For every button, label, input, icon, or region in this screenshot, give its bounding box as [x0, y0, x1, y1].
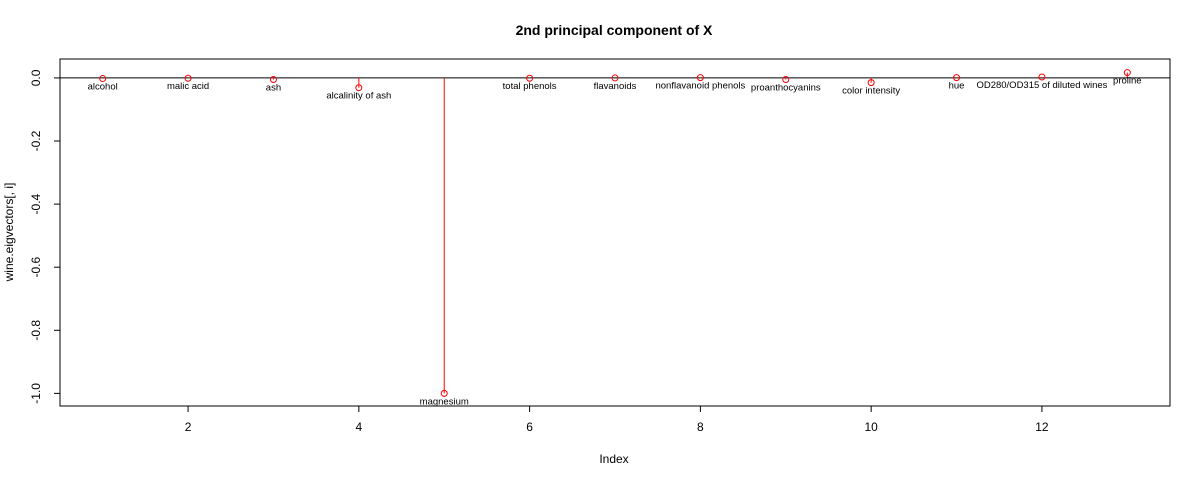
y-tick-label: -0.6 — [29, 257, 43, 278]
point-label: proanthocyanins — [751, 83, 821, 94]
data-point — [867, 79, 875, 87]
data-point — [953, 74, 961, 82]
point-label: magnesium — [420, 396, 469, 407]
data-point — [184, 74, 192, 82]
point-label: total phenols — [503, 81, 557, 92]
point-label: alcohol — [88, 82, 118, 93]
y-tick-label: -1.0 — [29, 383, 43, 404]
data-point — [1038, 73, 1046, 81]
y-tick-label: 0.0 — [29, 69, 43, 86]
plot-frame — [59, 58, 1171, 407]
data-point — [611, 74, 619, 82]
point-label: color intensity — [842, 86, 900, 97]
point-label: hue — [949, 81, 965, 92]
x-axis-label: Index — [599, 452, 628, 466]
data-point — [1123, 69, 1131, 77]
x-tick-label: 6 — [526, 420, 533, 434]
data-point — [782, 76, 790, 84]
point-label: ash — [266, 83, 281, 94]
x-tick-label: 10 — [864, 420, 878, 434]
data-point — [269, 76, 277, 84]
y-tick-label: -0.4 — [29, 193, 43, 214]
y-tick-label: -0.2 — [29, 130, 43, 151]
chart-title: 2nd principal component of X — [516, 22, 713, 38]
data-point — [526, 74, 534, 82]
point-label: malic acid — [167, 81, 209, 92]
data-point — [440, 389, 448, 397]
x-tick-label: 4 — [356, 420, 363, 434]
y-axis-label: wine.eigvectors[, i] — [2, 183, 16, 283]
point-label: OD280/OD315 of diluted wines — [976, 80, 1107, 91]
point-label: flavanoids — [594, 81, 637, 92]
x-tick-label: 2 — [185, 420, 192, 434]
point-label: proline — [1113, 76, 1142, 87]
y-tick-label: -0.8 — [29, 320, 43, 341]
axes-layer: 2 4 6 8 10 12 0.0 -0.2 -0.4 -0.6 -0.8 -1.0 — [29, 69, 1049, 434]
marks-layer: alcohol malic acid ash alcalinity of ash mag… — [60, 69, 1170, 407]
x-tick-label: 8 — [697, 420, 704, 434]
data-point — [696, 74, 704, 82]
data-point — [99, 75, 107, 83]
point-label: alcalinity of ash — [326, 91, 391, 102]
point-label: nonflavanoid phenols — [655, 81, 745, 92]
x-tick-label: 12 — [1035, 420, 1049, 434]
data-point — [355, 84, 363, 92]
